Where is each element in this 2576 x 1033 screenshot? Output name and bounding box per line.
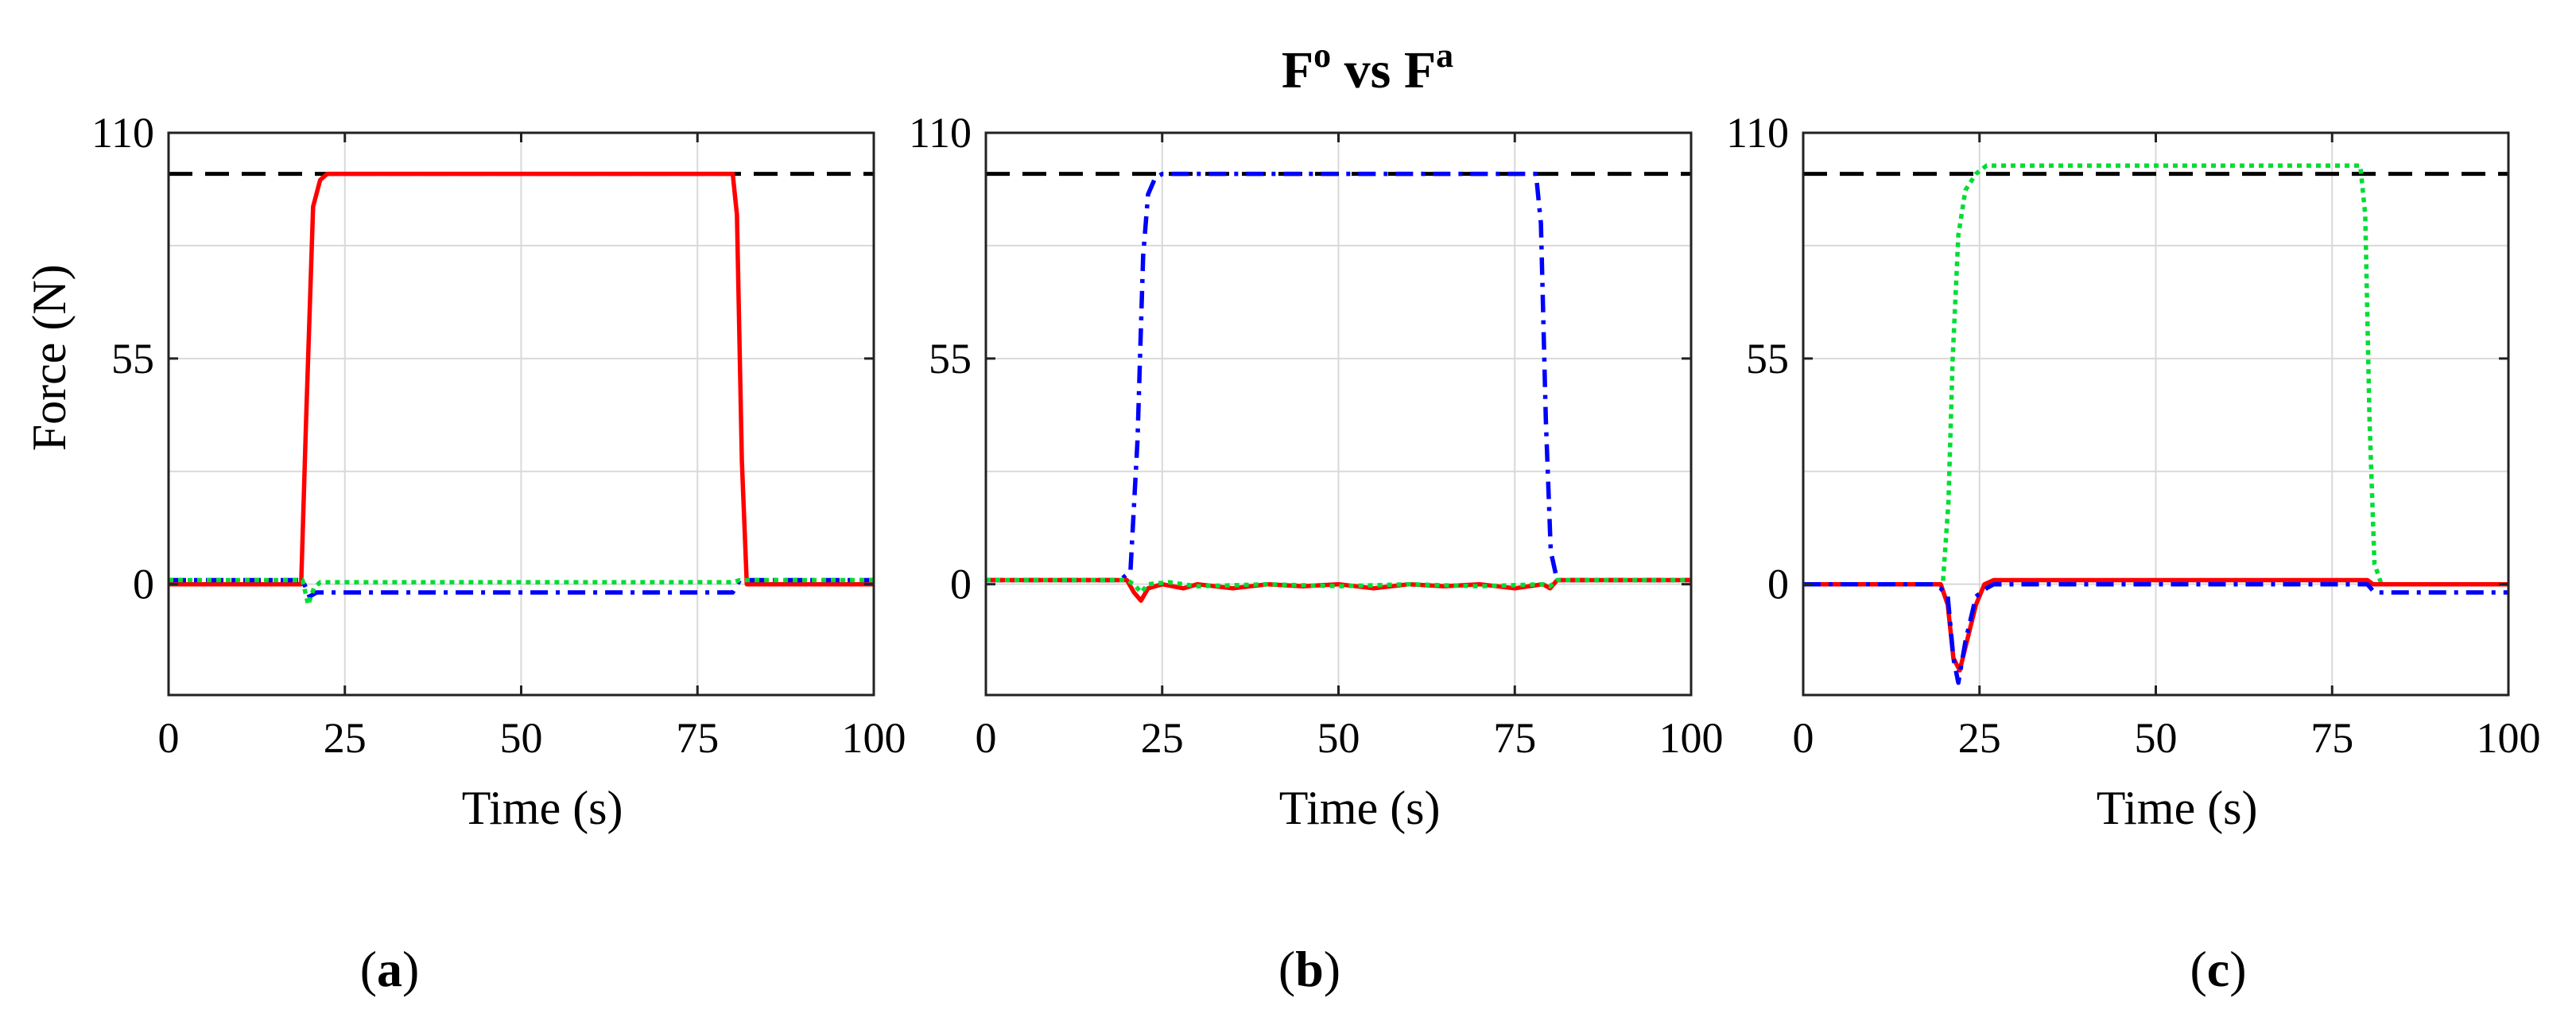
x-tick-label: 25 (1958, 714, 2001, 762)
chart-panel-c: 0 25 50 75 100 0 55 110 Time (s) (c) (1726, 109, 2541, 997)
series-line-blue (986, 171, 1691, 583)
y-tick-label: 110 (1726, 109, 1789, 157)
figure-title: Fo vs Fa (1282, 36, 1453, 99)
y-tick-label: 0 (133, 561, 154, 608)
y-tick-label: 0 (950, 561, 972, 608)
y-tick-label: 55 (111, 335, 154, 383)
y-tick-label: 55 (1746, 335, 1789, 383)
x-tick-label: 0 (976, 714, 997, 762)
chart-panel-b: 0 25 50 75 100 0 55 110 Time (s) (b) (909, 109, 1724, 997)
panel-label-close: ) (402, 941, 419, 997)
series-line-red (169, 171, 874, 587)
x-tick-label: 25 (1141, 714, 1184, 762)
title-superscript-a: a (1436, 36, 1453, 75)
panel-label-open: ( (2190, 941, 2206, 997)
panel-label-open: ( (1278, 941, 1295, 997)
x-tick-label: 50 (1317, 714, 1360, 762)
series-line-blue (1803, 581, 2508, 685)
x-tick-label: 100 (2477, 714, 2541, 762)
y-tick-label: 0 (1767, 561, 1789, 608)
y-axis-label: Force (N) (23, 264, 76, 451)
y-tick-label: 110 (909, 109, 972, 157)
series-line-green (169, 577, 874, 608)
x-tick-label: 100 (842, 714, 906, 762)
y-tick-label: 55 (929, 335, 972, 383)
x-tick-label: 75 (1493, 714, 1536, 762)
y-tick-label: 110 (91, 109, 154, 157)
x-axis-label: Time (s) (462, 782, 623, 834)
x-tick-label: 50 (2135, 714, 2178, 762)
panel-label: (b) (1278, 941, 1340, 997)
title-middle: vs F (1331, 41, 1436, 99)
series-line-green (986, 577, 1691, 595)
x-axis-label: Time (s) (1279, 782, 1441, 834)
x-tick-label: 0 (158, 714, 180, 762)
panel-label: (a) (360, 941, 420, 997)
x-tick-label: 100 (1659, 714, 1724, 762)
panel-label-close: ) (2229, 941, 2246, 997)
x-axis-label: Time (s) (2097, 782, 2258, 834)
panel-label-letter: b (1295, 941, 1324, 997)
chart-panel-a: 0 25 50 75 100 0 55 110 Time (s) Force (N) (a) (23, 109, 906, 997)
x-tick-label: 50 (500, 714, 543, 762)
x-tick-label: 75 (2310, 714, 2353, 762)
panel-label-open: ( (360, 941, 377, 997)
panel-label: (c) (2190, 941, 2246, 997)
panel-label-letter: c (2207, 941, 2229, 997)
panel-label-letter: a (377, 941, 402, 997)
x-tick-label: 0 (1793, 714, 1814, 762)
x-tick-label: 75 (676, 714, 719, 762)
title-superscript-o: o (1313, 36, 1331, 75)
x-tick-label: 25 (324, 714, 367, 762)
title-main: F (1282, 41, 1313, 99)
panel-label-close: ) (1324, 941, 1340, 997)
